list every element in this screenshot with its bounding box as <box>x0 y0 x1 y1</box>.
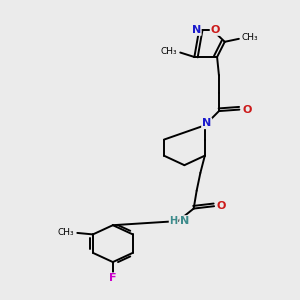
Text: CH₃: CH₃ <box>161 46 177 56</box>
Text: CH₃: CH₃ <box>242 33 258 42</box>
Text: H: H <box>169 216 178 226</box>
Text: O: O <box>242 105 251 115</box>
Text: O: O <box>217 201 226 211</box>
Text: N: N <box>202 118 211 128</box>
Text: N: N <box>191 25 201 35</box>
Text: CH₃: CH₃ <box>58 228 74 237</box>
Text: F: F <box>109 273 117 284</box>
Text: O: O <box>211 25 220 35</box>
Text: N: N <box>180 216 189 226</box>
